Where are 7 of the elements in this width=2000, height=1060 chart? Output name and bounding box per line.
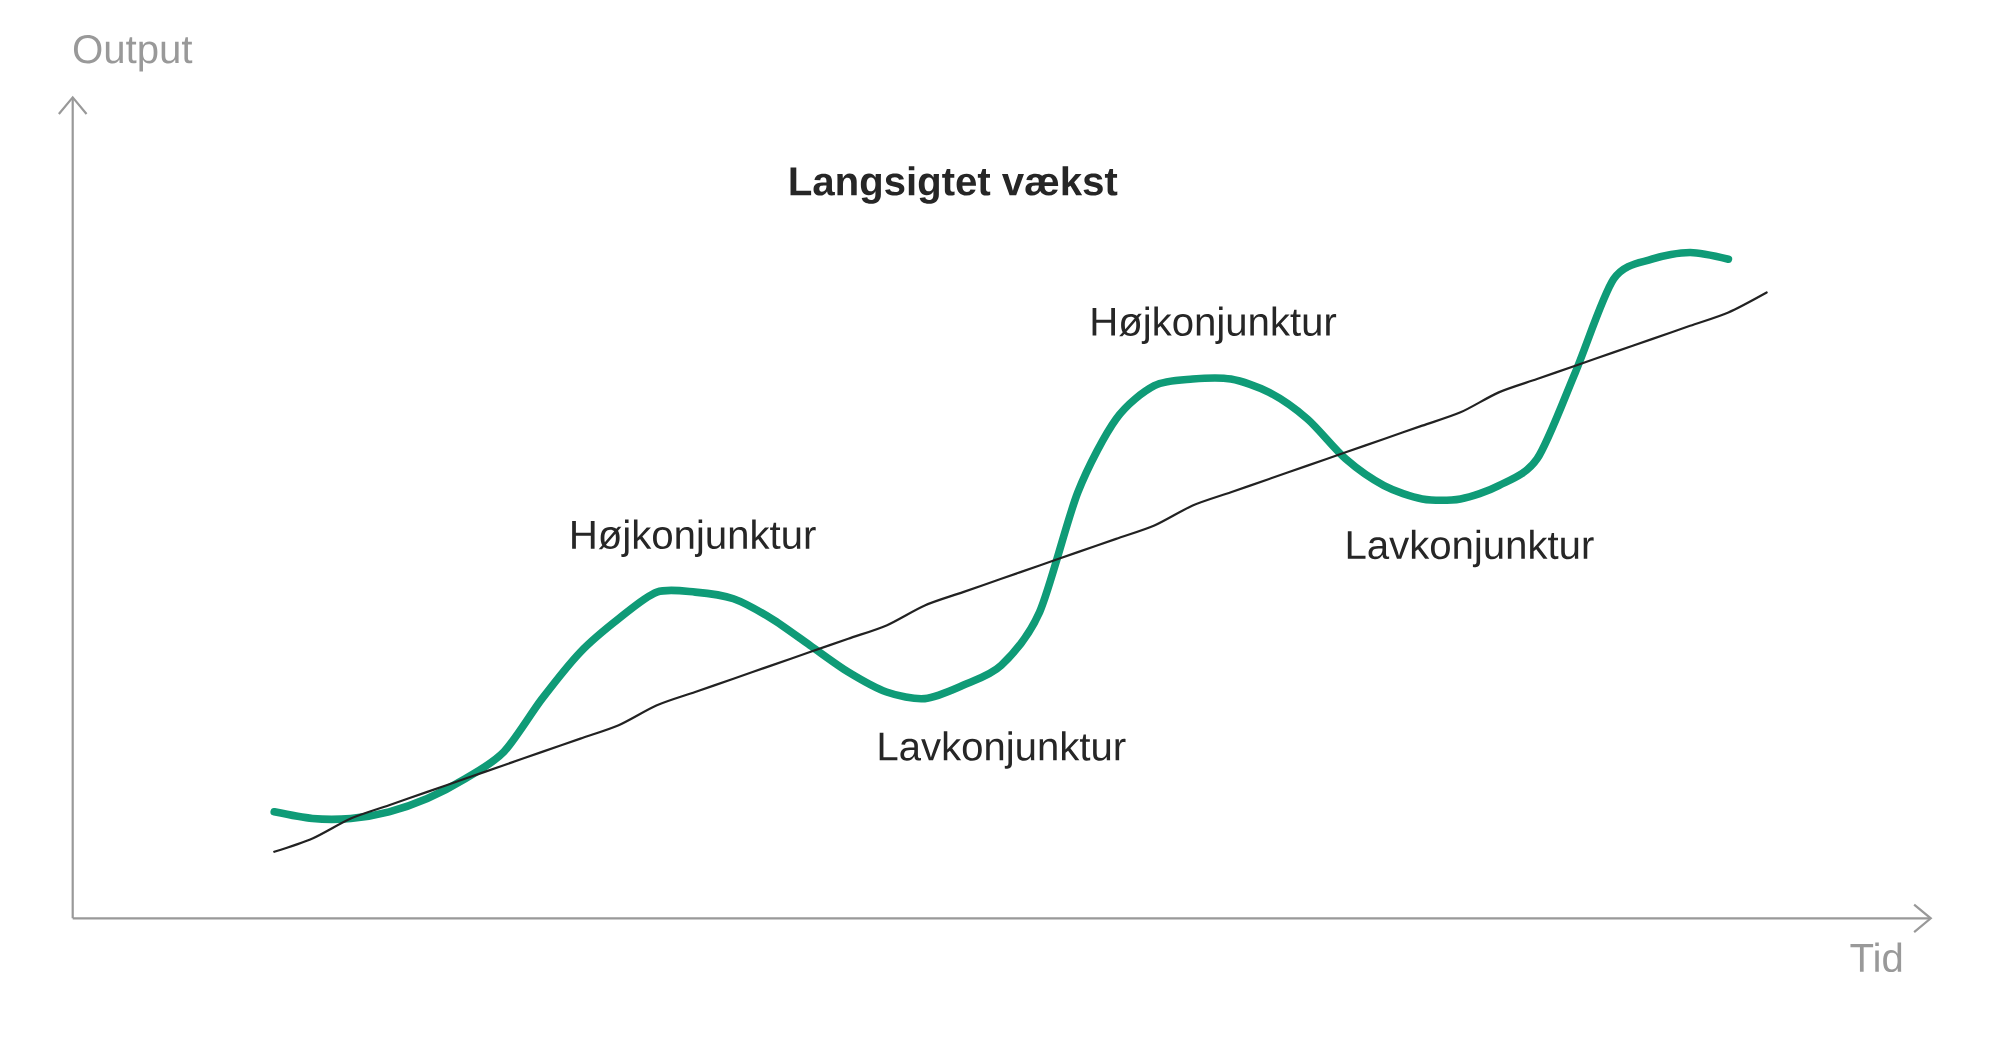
y-axis-title: Output <box>73 35 193 72</box>
annotation: Højkonjunktur <box>572 519 816 557</box>
annotation: Lavkonjunktur <box>1347 529 1594 568</box>
annotation: Højkonjunktur <box>1092 306 1337 344</box>
chart-title: Langsigtet vækst <box>790 166 1118 204</box>
x-axis-title: Tid <box>1850 942 1902 973</box>
annotation: Lavkonjunktur <box>879 731 1126 769</box>
